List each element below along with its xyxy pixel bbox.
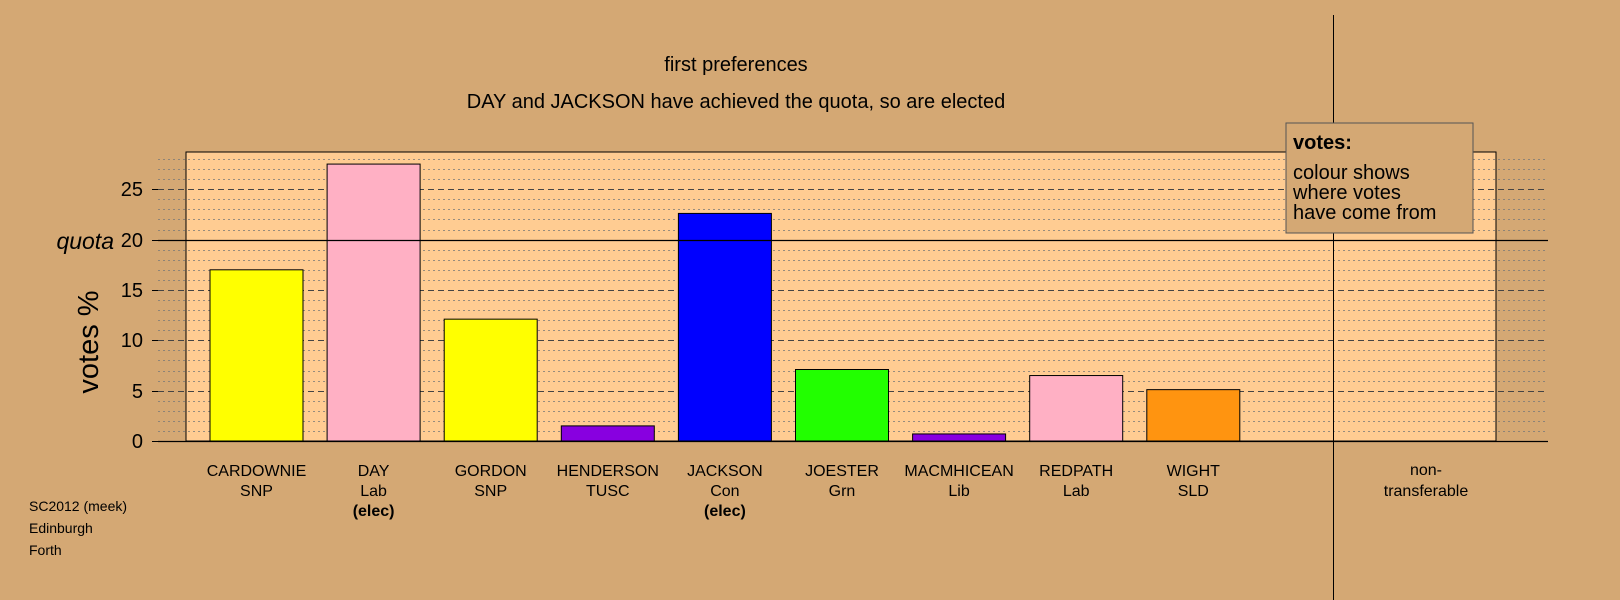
y-tick-label: 10 (121, 330, 143, 352)
footer-line-3: Forth (29, 542, 62, 558)
bar-redpath (1029, 375, 1124, 442)
bar-jackson (677, 212, 772, 442)
bars (209, 163, 1241, 442)
candidate-name-cardownie: CARDOWNIE (207, 463, 307, 480)
candidate-party-macmhicean: Lib (948, 483, 969, 500)
candidate-name-jackson: JACKSON (687, 463, 763, 480)
legend-line-2: where votes (1292, 182, 1401, 204)
candidate-name-redpath: REDPATH (1039, 463, 1113, 480)
candidate-name-wight: WIGHT (1167, 463, 1221, 480)
y-tick-label: 5 (132, 381, 143, 403)
x-axis-labels: CARDOWNIE SNP DAY Lab (elec) GORDON SNP HENDERS… (207, 463, 1220, 520)
footer-line-2: Edinburgh (29, 520, 93, 536)
chart-subtitle: DAY and JACKSON have achieved the quota,… (467, 91, 1005, 113)
candidate-name-joester: JOESTER (805, 463, 879, 480)
candidate-name-day: DAY (358, 463, 390, 480)
elected-label-jackson: (elec) (704, 503, 746, 520)
candidate-name-macmhicean: MACMHICEAN (904, 463, 1013, 480)
candidate-name-gordon: GORDON (455, 463, 527, 480)
legend-title: votes: (1293, 132, 1352, 154)
elected-label-day: (elec) (353, 503, 395, 520)
candidate-party-wight: SLD (1178, 483, 1209, 500)
candidate-name-henderson: HENDERSON (557, 463, 659, 480)
candidate-party-redpath: Lab (1063, 483, 1090, 500)
legend: votes: colour shows where votes have com… (1285, 122, 1474, 234)
bar-wight (1146, 389, 1241, 442)
chart-title: first preferences (664, 54, 807, 76)
bar-gordon (443, 318, 538, 442)
bar-joester (795, 369, 889, 442)
candidate-party-joester: Grn (829, 483, 856, 500)
quota-label: quota (56, 228, 114, 254)
candidate-party-henderson: TUSC (586, 483, 630, 500)
candidate-party-cardownie: SNP (240, 483, 273, 500)
bar-day (326, 163, 421, 442)
nontransferable-label-2: transferable (1384, 483, 1469, 500)
y-axis: 0 5 10 15 20 25 (121, 179, 158, 453)
y-tick-label: 20 (121, 230, 143, 252)
footer-line-1: SC2012 (meek) (29, 498, 127, 514)
candidate-party-gordon: SNP (474, 483, 507, 500)
y-tick-label: 0 (132, 431, 143, 453)
legend-line-3: have come from (1293, 202, 1436, 224)
y-tick-label: 15 (121, 280, 143, 302)
y-axis-label: votes % (73, 290, 105, 393)
candidate-party-jackson: Con (710, 483, 739, 500)
y-tick-label: 25 (121, 179, 143, 201)
bar-cardownie (209, 269, 304, 442)
candidate-party-day: Lab (360, 483, 387, 500)
bar-henderson (560, 425, 655, 442)
bar-macmhicean (912, 433, 1007, 442)
nontransferable-label-1: non- (1410, 462, 1442, 479)
legend-box (1285, 122, 1474, 234)
legend-line-1: colour shows (1293, 162, 1410, 184)
